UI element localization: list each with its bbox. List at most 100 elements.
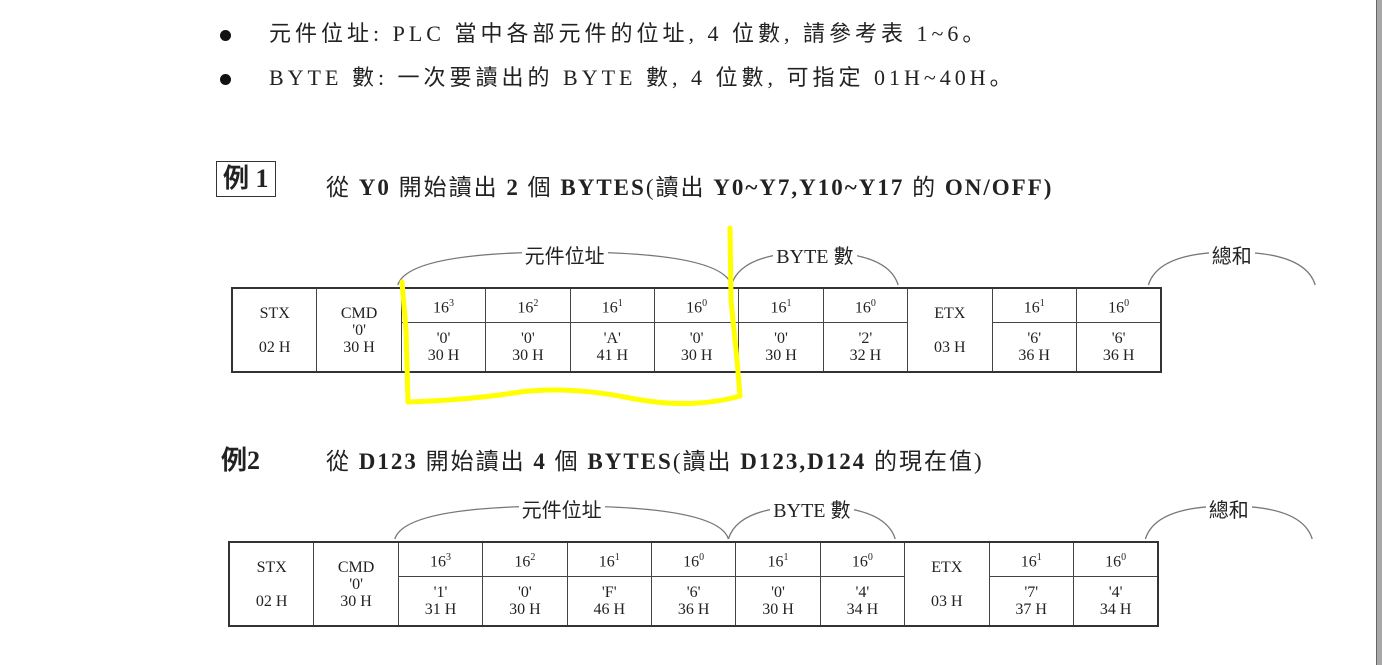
value-cell: '6' 36 H [1075,322,1162,373]
ascii-char: '1' [433,584,448,601]
stx-cell: STX 02 H [231,287,318,373]
weight-base: 16 [854,299,871,317]
weight-exponent: 1 [783,551,789,563]
title-segment: 從 [326,449,359,474]
stx-label: STX [259,304,290,322]
title-segment: (讀出 [672,449,741,474]
stx-cell: STX 02 H [228,541,315,627]
title-segment: D123 [358,449,418,474]
header-row: STX 02 H CMD '0' 30 H 163 162 161 160 161 160 ETX … [228,541,1159,627]
vertical-scrollbar[interactable] [1376,0,1382,665]
digit-weight-cell: 161 [991,287,1077,323]
stx-label: STX [256,558,287,576]
weight-base: 16 [683,553,700,571]
cmd-char: '0' [349,575,363,593]
value-cell: '0' 30 H [735,576,821,627]
bullet-dot-icon [220,74,231,86]
example-1-frame-table: STX 02 H CMD '0' 30 H 163 162 161 160 161 160 ETX … [231,287,1163,373]
weight-base: 16 [1105,553,1122,571]
ascii-char: '0' [689,330,704,347]
hex-code: 34 H [846,601,879,618]
digit-weight-cell: 161 [569,287,655,323]
group-label-bytes: BYTE 數 [770,494,854,523]
hex-code: 34 H [1099,601,1132,618]
hex-code: 41 H [596,347,629,364]
cmd-hex: 30 H [340,592,372,610]
ascii-char: 'F' [601,584,617,601]
weight-base: 16 [1023,299,1040,317]
cmd-char: '0' [352,321,366,339]
digit-weight-cell: 161 [735,541,821,577]
value-cell: '1' 31 H [397,576,484,627]
weight-base: 16 [514,553,531,571]
ascii-char: '4' [855,584,870,601]
title-segment: BYTES [560,175,646,200]
title-segment: 的 [904,175,945,200]
weight-exponent: 0 [699,551,705,563]
ascii-char: '6' [686,584,701,601]
value-cell: '6' 36 H [650,576,737,627]
group-label-address: 元件位址 [521,240,608,269]
digit-weight-cell: 163 [400,287,487,323]
weight-base: 16 [767,553,784,571]
value-cell: '0' 30 H [485,322,571,373]
digit-weight-cell: 162 [482,541,568,577]
etx-label: ETX [931,558,963,576]
digit-weight-cell: 160 [653,287,740,323]
ascii-char: '6' [1111,330,1126,347]
group-label-checksum: 總和 [1205,494,1252,523]
weight-base: 16 [601,299,618,317]
title-segment: 從 [326,175,359,200]
digit-weight-cell: 160 [650,541,737,577]
weight-base: 16 [851,553,868,571]
cmd-label: CMD [340,304,378,322]
group-label-address: 元件位址 [518,494,605,523]
example-2-title: 從 D123 開始讀出 4 個 BYTES(讀出 D123,D124 的現在值) [326,442,984,476]
weight-exponent: 0 [702,297,708,309]
title-segment: (讀出 [645,175,714,200]
hex-code: 36 H [1018,347,1050,364]
digit-weight-cell: 161 [566,541,652,577]
bullet-byte-count: BYTE 數: 一次要讀出的 BYTE 數, 4 位數, 可指定 01H~40H… [220,60,1016,92]
value-row: '1' 31 H '0' 30 H 'F' 46 H '6' 36 H '0' 30 H '4' 34… [229,576,1159,627]
title-segment: ON/OFF) [944,175,1054,200]
hex-code: 30 H [427,347,460,364]
digit-weight-cell: 160 [819,541,906,577]
ascii-char: '0' [436,330,451,347]
value-cell: 'A' 41 H [569,322,655,373]
weight-exponent: 3 [448,297,454,309]
value-cell: '0' 30 H [482,576,568,627]
hex-code: 30 H [512,347,544,364]
title-segment: 開始讀出 [390,175,507,200]
weight-base: 16 [432,299,449,317]
hex-code: 30 H [509,601,541,618]
hex-code: 31 H [424,601,457,618]
value-cell: '6' 36 H [991,322,1077,373]
weight-exponent: 1 [786,297,792,309]
cmd-cell: CMD '0' 30 H [313,541,399,627]
ascii-char: '6' [1027,330,1042,347]
weight-exponent: 0 [1124,297,1130,309]
weight-exponent: 0 [870,297,876,309]
etx-label: ETX [934,304,966,322]
ascii-char: '0' [517,584,532,601]
example-1-label: 例 1 [216,161,276,197]
cmd-label: CMD [337,558,375,576]
weight-exponent: 0 [867,551,873,563]
weight-exponent: 1 [1039,297,1045,309]
weight-exponent: 2 [530,551,536,563]
ascii-char: '0' [520,330,535,347]
weight-base: 16 [1108,299,1125,317]
title-segment: 個 [519,175,561,200]
weight-base: 16 [1020,553,1037,571]
value-cell: '0' 30 H [400,322,487,373]
weight-exponent: 3 [445,551,451,563]
hex-code: 30 H [765,347,797,364]
cmd-hex: 30 H [343,338,375,356]
value-cell: '4' 34 H [1072,576,1159,627]
title-segment: D123,D124 [740,449,867,474]
title-segment: 2 [506,175,520,200]
hex-code: 30 H [762,601,794,618]
ascii-char: '0' [774,330,788,347]
group-label-bytes: BYTE 數 [773,240,857,269]
